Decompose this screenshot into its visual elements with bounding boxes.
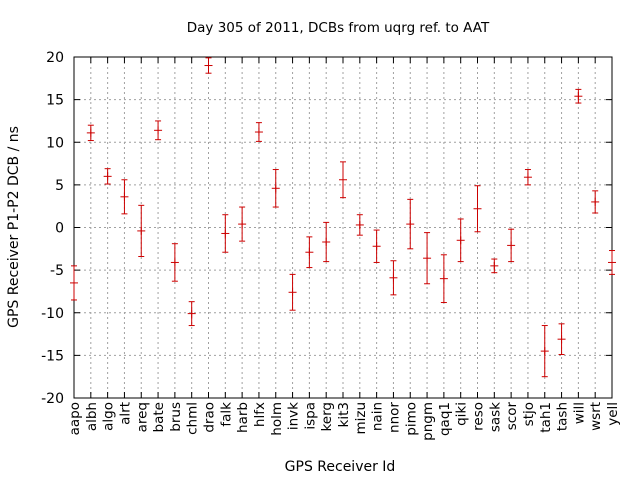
x-tick-label: stjo	[521, 402, 537, 426]
data-series	[70, 57, 616, 378]
x-tick-label: nnor	[386, 402, 402, 433]
y-tick-label: 15	[46, 93, 64, 109]
y-tick-label: -15	[41, 348, 64, 364]
y-tick-label: -20	[41, 391, 64, 407]
y-axis-label: GPS Receiver P1-P2 DCB / ns	[6, 126, 22, 328]
x-tick-label: mizu	[353, 402, 369, 435]
x-tick-label: areq	[134, 402, 150, 432]
x-tick-label: qaq1	[437, 402, 453, 436]
x-tick-label: scor	[504, 402, 520, 431]
x-tick-label: harb	[235, 402, 251, 433]
y-axis: -20 -15 -10 -5 0 5 10 15 20	[41, 50, 612, 407]
x-tick-label: tash	[555, 402, 571, 431]
x-tick-label: sask	[487, 402, 503, 432]
x-tick-label: hlfx	[252, 402, 268, 427]
x-tick-label: will	[571, 402, 587, 424]
x-tick-label: kit3	[336, 402, 352, 427]
x-tick-label: drao	[202, 402, 218, 433]
grid-lines	[73, 56, 613, 399]
x-tick-label: alrt	[117, 402, 133, 425]
x-tick-label: pimo	[403, 402, 419, 436]
x-tick-label: chml	[185, 402, 201, 435]
x-tick-label: falk	[218, 402, 234, 427]
x-tick-label: tah1	[538, 402, 554, 433]
x-axis: aapo albh algo alrt areq bate brus chml drao falk…	[67, 57, 621, 441]
x-tick-label: reso	[471, 402, 487, 431]
y-tick-label: 10	[46, 135, 64, 151]
y-tick-label: 5	[55, 178, 64, 194]
y-tick-label: 0	[55, 221, 64, 237]
x-tick-label: ispa	[302, 402, 318, 430]
x-tick-label: wsrt	[588, 402, 604, 431]
x-axis-label: GPS Receiver Id	[285, 459, 396, 475]
x-tick-label: holm	[269, 402, 285, 436]
y-tick-label: -5	[50, 263, 64, 279]
x-tick-label: kerg	[319, 402, 335, 432]
x-tick-label: qiki	[454, 402, 470, 426]
x-tick-label: albh	[84, 402, 100, 431]
x-tick-label: bate	[151, 402, 167, 432]
y-tick-label: -10	[41, 306, 64, 322]
x-tick-label: invk	[286, 402, 302, 430]
y-tick-label: 20	[46, 50, 64, 66]
x-tick-label: algo	[101, 402, 117, 431]
chart-title: Day 305 of 2011, DCBs from uqrg ref. to …	[187, 20, 490, 36]
x-tick-label: pngm	[420, 402, 436, 441]
x-tick-label: nain	[370, 402, 386, 431]
x-tick-label: yell	[605, 402, 621, 426]
x-tick-label: brus	[168, 402, 184, 432]
x-tick-label: aapo	[67, 402, 83, 435]
